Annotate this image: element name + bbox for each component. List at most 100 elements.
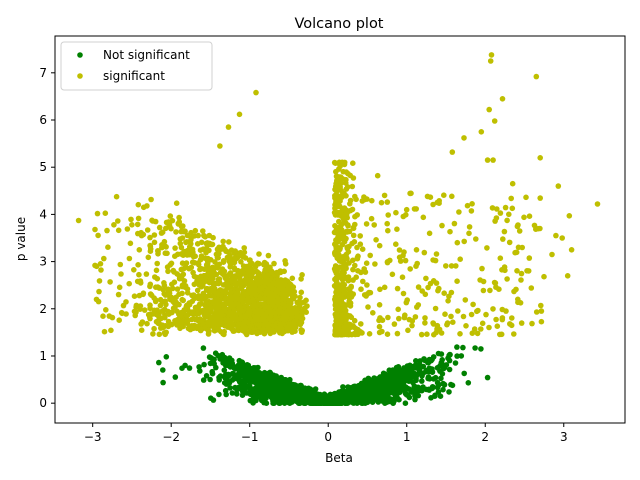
point-significant [75,217,82,224]
point-significant [169,309,175,316]
point-significant [147,305,153,312]
point-significant [350,291,356,298]
point-significant [419,288,426,294]
point-significant [280,309,286,316]
point-significant [195,305,201,312]
point-not-significant [452,360,459,366]
point-significant [529,320,535,327]
point-significant [490,306,496,312]
point-significant [350,232,357,239]
point-significant [377,286,383,293]
point-not-significant [298,387,305,393]
point-significant [359,246,366,252]
point-significant [347,197,354,204]
point-significant [232,279,238,286]
point-not-significant [465,380,472,386]
point-significant [180,228,187,235]
point-significant [342,290,349,297]
point-significant [533,309,540,315]
point-significant [289,329,296,335]
point-significant [339,294,346,300]
point-significant [247,323,253,330]
point-significant [217,143,223,149]
point-significant [506,211,512,218]
point-not-significant [458,353,465,359]
point-not-significant [402,390,409,397]
point-significant [391,321,398,327]
point-significant [494,323,501,330]
point-significant [432,305,439,312]
point-significant [518,320,525,326]
point-significant [180,310,187,316]
point-significant [111,222,117,228]
point-significant [298,289,305,296]
point-significant [447,228,453,235]
point-significant [376,242,383,249]
point-not-significant [423,368,429,375]
point-not-significant [472,345,478,351]
point-not-significant [243,366,249,373]
point-significant [344,244,351,250]
point-significant [148,196,154,203]
point-significant [151,239,158,246]
point-significant [363,221,370,227]
point-not-significant [338,388,344,395]
point-significant [279,291,285,297]
point-significant [420,214,427,221]
point-not-significant [216,377,222,383]
point-significant [470,301,476,308]
point-significant [491,118,498,124]
point-not-significant [419,378,425,384]
point-significant [385,314,391,321]
point-significant [483,311,489,318]
point-significant [176,214,182,221]
point-not-significant [223,381,230,387]
point-significant [345,223,351,229]
point-significant [450,319,456,326]
point-significant [152,298,159,305]
point-significant [190,310,197,317]
point-not-significant [212,350,219,357]
point-significant [282,261,289,267]
point-significant [147,246,154,252]
point-not-significant [200,345,207,351]
point-significant [197,326,204,333]
point-significant [107,279,113,285]
point-significant [333,270,340,277]
point-significant [178,244,185,251]
point-significant [497,210,504,216]
point-significant [439,222,445,229]
point-significant [265,325,272,331]
point-significant [240,299,246,306]
point-not-significant [275,390,282,396]
point-significant [336,194,342,201]
point-significant [156,224,163,231]
point-significant [339,271,345,277]
point-significant [153,284,159,291]
point-significant [255,316,262,323]
point-significant [272,322,279,329]
point-significant [254,329,261,336]
point-significant [349,183,356,190]
point-significant [454,278,460,285]
point-significant [370,310,376,316]
point-significant [456,209,462,215]
point-significant [340,168,347,175]
point-significant [364,282,370,288]
point-significant [205,241,211,248]
point-not-significant [203,373,210,379]
point-significant [385,227,391,234]
point-significant [346,298,353,305]
point-significant [140,291,146,298]
point-significant [509,205,516,212]
point-significant [171,279,178,286]
point-not-significant [250,371,256,378]
point-significant [352,213,358,220]
point-significant [352,221,358,228]
point-significant [178,266,185,273]
point-significant [298,329,305,336]
point-significant [376,323,383,330]
point-significant [405,327,411,334]
point-significant [433,329,440,336]
point-significant [138,321,144,327]
